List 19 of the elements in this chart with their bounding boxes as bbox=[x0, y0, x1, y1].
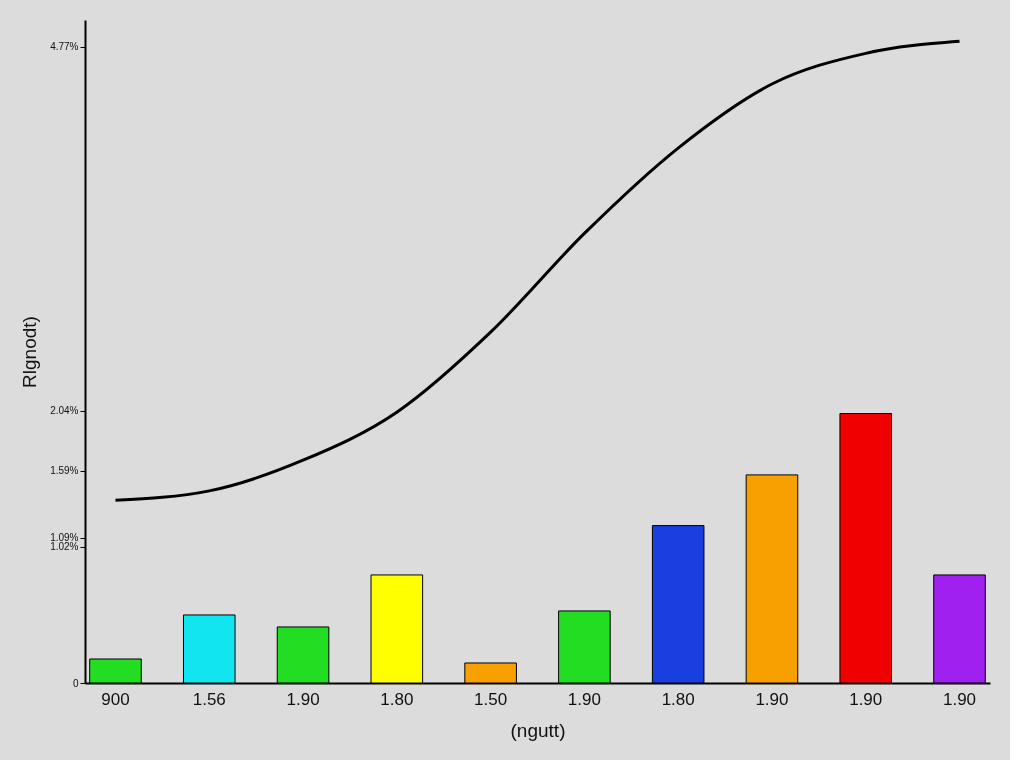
line-series bbox=[113, 39, 962, 502]
y-axis-title: Rlgnodt) bbox=[19, 316, 41, 388]
y-tick-label: 1.09% bbox=[50, 532, 79, 544]
x-axis-title: (ngutt) bbox=[510, 719, 566, 741]
y-tick-label: 1.02% bbox=[50, 541, 79, 553]
x-tick-label: 1.50 bbox=[474, 689, 508, 709]
x-tick-label: 1.90 bbox=[849, 689, 883, 709]
y-tick-label: 4.77% bbox=[50, 41, 79, 53]
x-tick-label: 900 bbox=[101, 689, 130, 709]
x-tick-label: 1.90 bbox=[942, 689, 977, 709]
y-tick-label: 0 bbox=[72, 677, 79, 689]
x-tick-label: 1.80 bbox=[661, 689, 695, 709]
x-tick-label: 1.56 bbox=[192, 689, 226, 709]
y-tick-label: 2.04% bbox=[50, 405, 79, 417]
x-tick-label: 1.90 bbox=[755, 689, 789, 709]
y-tick-label: 1.59% bbox=[50, 465, 79, 477]
x-tick-label: 1.80 bbox=[380, 689, 414, 709]
x-tick-label: 1.90 bbox=[286, 689, 320, 709]
x-tick-label: 1.90 bbox=[567, 689, 601, 709]
